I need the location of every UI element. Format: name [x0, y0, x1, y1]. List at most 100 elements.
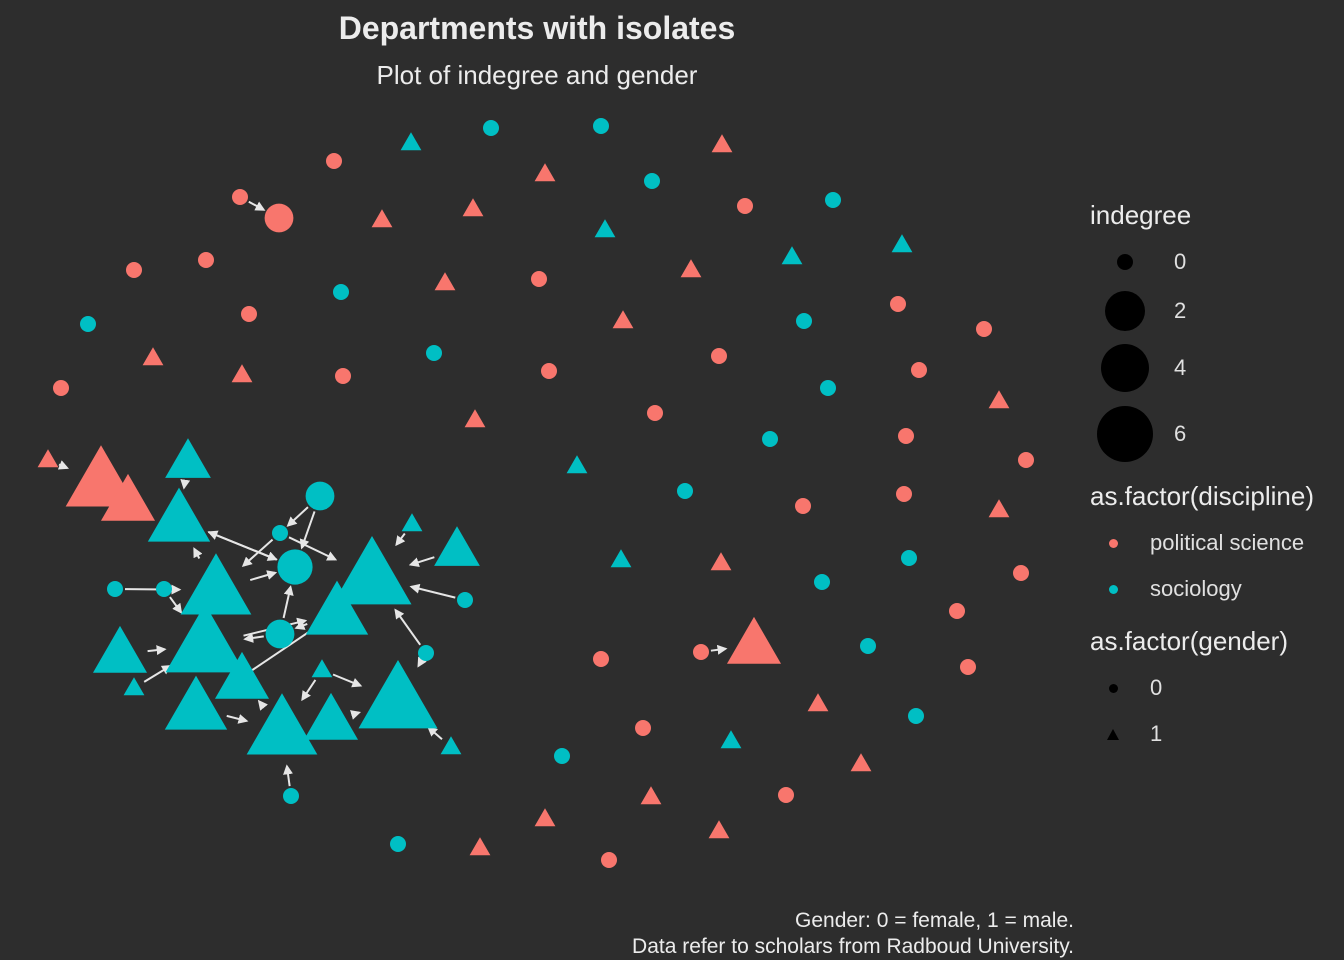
- legend-size-key-2: [1105, 291, 1145, 331]
- legend: indegree 0 2 4 6 as.factor(discipline) p…: [1090, 200, 1344, 757]
- node-35: [911, 362, 927, 378]
- chart-title: Departments with isolates: [338, 10, 736, 46]
- chart-subtitle: Plot of indegree and gender: [376, 60, 698, 90]
- node-17: [126, 262, 142, 278]
- node-98: [708, 820, 730, 839]
- node-44: [37, 449, 59, 468]
- node-100: [469, 837, 491, 856]
- node-88: [303, 692, 359, 740]
- edge-arrow: [409, 583, 456, 599]
- node-31: [711, 348, 727, 364]
- node-87: [246, 693, 318, 755]
- node-19: [680, 259, 702, 278]
- edge-arrow: [249, 570, 278, 581]
- node-61: [710, 552, 732, 571]
- node-26: [612, 310, 634, 329]
- legend-color-key-sociology: [1108, 584, 1118, 594]
- node-56: [401, 513, 423, 532]
- legend-discipline-label: political science: [1150, 530, 1305, 555]
- node-3: [483, 120, 499, 136]
- node-5: [711, 134, 733, 153]
- node-52: [896, 486, 912, 502]
- node-2: [400, 132, 422, 151]
- legend-discipline-label: sociology: [1150, 576, 1242, 601]
- node-72: [165, 603, 245, 673]
- node-33: [335, 368, 351, 384]
- node-47: [165, 438, 211, 478]
- legend-color-key-political-science: [1108, 538, 1118, 548]
- node-93: [850, 753, 872, 772]
- node-32: [231, 364, 253, 383]
- node-57: [434, 526, 480, 566]
- legend-size-key-6: [1097, 406, 1153, 462]
- legend-indegree-item: 4: [1090, 337, 1344, 399]
- node-92: [554, 748, 570, 764]
- edge-arrow: [207, 530, 278, 561]
- node-79: [960, 659, 976, 675]
- node-41: [762, 431, 778, 447]
- edge-arrow: [243, 632, 264, 643]
- node-62: [901, 550, 917, 566]
- edge-layer: [57, 200, 728, 787]
- node-46: [100, 473, 156, 521]
- legend-size-key-4: [1101, 344, 1149, 392]
- node-27: [796, 313, 812, 329]
- legend-indegree-item: 2: [1090, 285, 1344, 337]
- node-75: [418, 645, 434, 661]
- edge-arrow: [288, 536, 338, 561]
- edge-arrow: [710, 644, 728, 655]
- node-21: [434, 272, 456, 291]
- legend-discipline-item: sociology: [1090, 566, 1344, 612]
- node-85: [807, 693, 829, 712]
- node-42: [898, 428, 914, 444]
- edge-arrow: [143, 665, 172, 683]
- edge-arrow: [395, 532, 406, 547]
- node-67: [457, 592, 473, 608]
- node-16: [781, 246, 803, 265]
- node-55: [272, 525, 288, 541]
- node-64: [107, 581, 123, 597]
- edge-arrow: [301, 679, 317, 702]
- node-95: [640, 786, 662, 805]
- node-11: [462, 198, 484, 217]
- node-29: [142, 347, 164, 366]
- node-25: [241, 306, 257, 322]
- node-13: [737, 198, 753, 214]
- node-63: [1013, 565, 1029, 581]
- node-76: [593, 651, 609, 667]
- legend-shape-key-triangle: [1107, 728, 1119, 740]
- edge-arrow: [394, 608, 422, 646]
- node-83: [164, 675, 228, 730]
- node-6: [534, 163, 556, 182]
- legend-gender-item: 0: [1090, 665, 1344, 711]
- node-28: [976, 321, 992, 337]
- edge-arrow: [147, 645, 167, 656]
- node-70: [949, 603, 965, 619]
- edge-arrow: [248, 200, 266, 211]
- legend-gender-item: 1: [1090, 711, 1344, 757]
- node-66: [180, 553, 252, 615]
- node-59: [332, 535, 412, 605]
- node-73: [726, 616, 782, 664]
- edge-arrow: [427, 726, 443, 740]
- node-15: [891, 234, 913, 253]
- node-71: [265, 619, 295, 649]
- node-23: [890, 296, 906, 312]
- node-65: [156, 581, 172, 597]
- node-34: [541, 363, 557, 379]
- node-37: [820, 380, 836, 396]
- node-90: [440, 736, 462, 755]
- node-53: [988, 499, 1010, 518]
- node-99: [390, 836, 406, 852]
- node-38: [988, 390, 1010, 409]
- node-48: [566, 455, 588, 474]
- node-layer: [37, 118, 1034, 868]
- node-58: [277, 549, 313, 585]
- node-18: [198, 252, 214, 268]
- node-1: [326, 153, 342, 169]
- legend-size-key-0: [1117, 254, 1133, 270]
- node-8: [232, 189, 248, 205]
- edge-arrow: [332, 673, 363, 688]
- node-36: [53, 380, 69, 396]
